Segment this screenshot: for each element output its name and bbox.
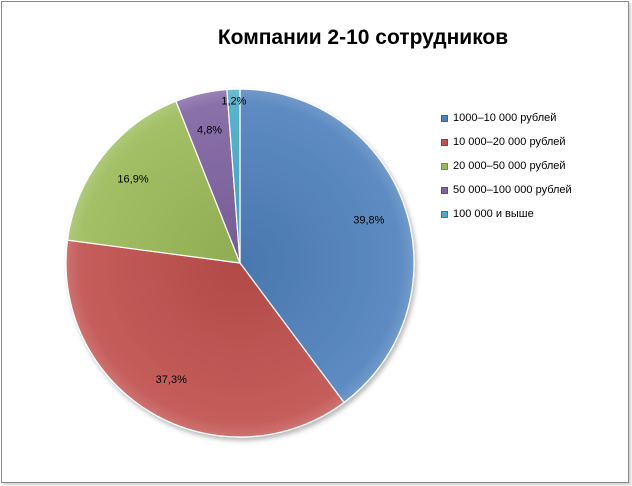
legend-item-3: 20 000–50 000 рублей [441, 154, 572, 178]
legend-swatch [441, 186, 448, 194]
legend-swatch [441, 210, 448, 218]
pie-slice-3 [66, 100, 241, 264]
legend-label: 10 000–20 000 рублей [453, 136, 566, 148]
slice-data-label-3: 16,9% [117, 173, 148, 185]
legend-label: 50 000–100 000 рублей [453, 184, 572, 196]
slice-data-label-4: 4,8% [197, 125, 222, 137]
slice-data-label-1: 39,8% [353, 214, 384, 226]
legend-item-1: 1000–10 000 рублей [441, 106, 572, 130]
pie-slice-1 [239, 88, 415, 404]
legend-label: 100 000 и выше [453, 208, 534, 220]
legend-item-4: 50 000–100 000 рублей [441, 178, 572, 202]
legend-swatch [441, 114, 448, 122]
slice-data-label-5: 1,2% [221, 95, 246, 107]
legend-item-2: 10 000–20 000 рублей [441, 130, 572, 154]
legend-label: 1000–10 000 рублей [453, 112, 557, 124]
chart-title: Компании 2-10 сотрудников [217, 26, 509, 49]
pie-slice-2 [65, 239, 345, 438]
legend-swatch [441, 138, 448, 146]
legend-swatch [441, 162, 448, 170]
legend-item-5: 100 000 и выше [441, 202, 572, 226]
legend-label: 20 000–50 000 рублей [453, 160, 566, 172]
pie-slice-5 [226, 88, 241, 264]
slice-data-label-2: 37,3% [156, 374, 187, 386]
legend: 1000–10 000 рублей 10 000–20 000 рублей 20… [441, 106, 572, 226]
